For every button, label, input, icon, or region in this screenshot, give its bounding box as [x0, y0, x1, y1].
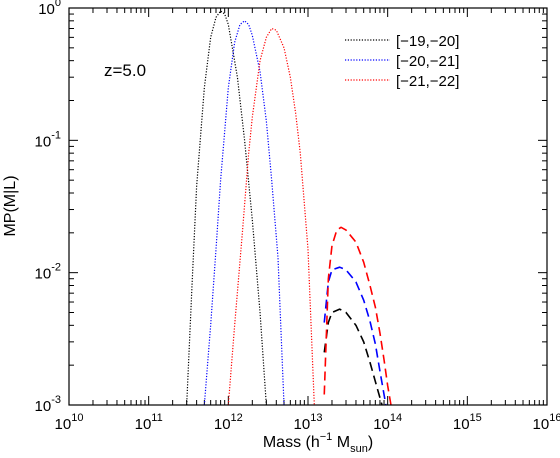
x-tick-label: 1014	[373, 412, 402, 433]
x-tick-label: 1010	[55, 412, 84, 433]
y-axis-label: MP(M|L)	[2, 175, 19, 236]
y-tick-label: 10-2	[35, 262, 61, 283]
axis-ticks	[68, 7, 548, 406]
y-tick-label: 10-3	[35, 394, 61, 415]
series-line-dashed	[323, 308, 383, 405]
y-tick-label: 10-1	[35, 129, 61, 150]
x-tick-label: 1011	[135, 412, 163, 433]
series-group	[186, 10, 392, 405]
series-line-dotted	[186, 10, 267, 405]
series-1	[186, 10, 383, 405]
x-tick-label: 1012	[214, 412, 243, 433]
legend-label: [−19,−20]	[396, 33, 459, 50]
series-line-dotted	[227, 27, 315, 405]
legend-label: [−21,−22]	[396, 73, 459, 90]
legend-label: [−20,−21]	[396, 53, 459, 70]
x-tick-label: 1013	[294, 412, 323, 433]
x-tick-label: 1015	[453, 412, 482, 433]
series-line-dashed	[323, 226, 392, 405]
series-line-dotted	[203, 20, 285, 405]
series-2	[203, 20, 387, 405]
legend: [−19,−20] [−20,−21] [−21,−22]	[345, 33, 459, 90]
plot-frame	[68, 7, 548, 406]
series-line-dashed	[323, 266, 387, 405]
x-tick-label: 1016	[533, 412, 560, 433]
y-tick-label: 100	[38, 0, 61, 18]
x-axis-label: Mass (h−1 Msun)	[263, 431, 373, 455]
y-tick-labels: 10-3 10-2 10-1 100	[35, 0, 61, 415]
annotation-label: z=5.0	[104, 61, 146, 80]
x-tick-labels: 1010 1011 1012 1013 1014 1015 1016	[55, 412, 560, 433]
series-3	[227, 27, 392, 405]
